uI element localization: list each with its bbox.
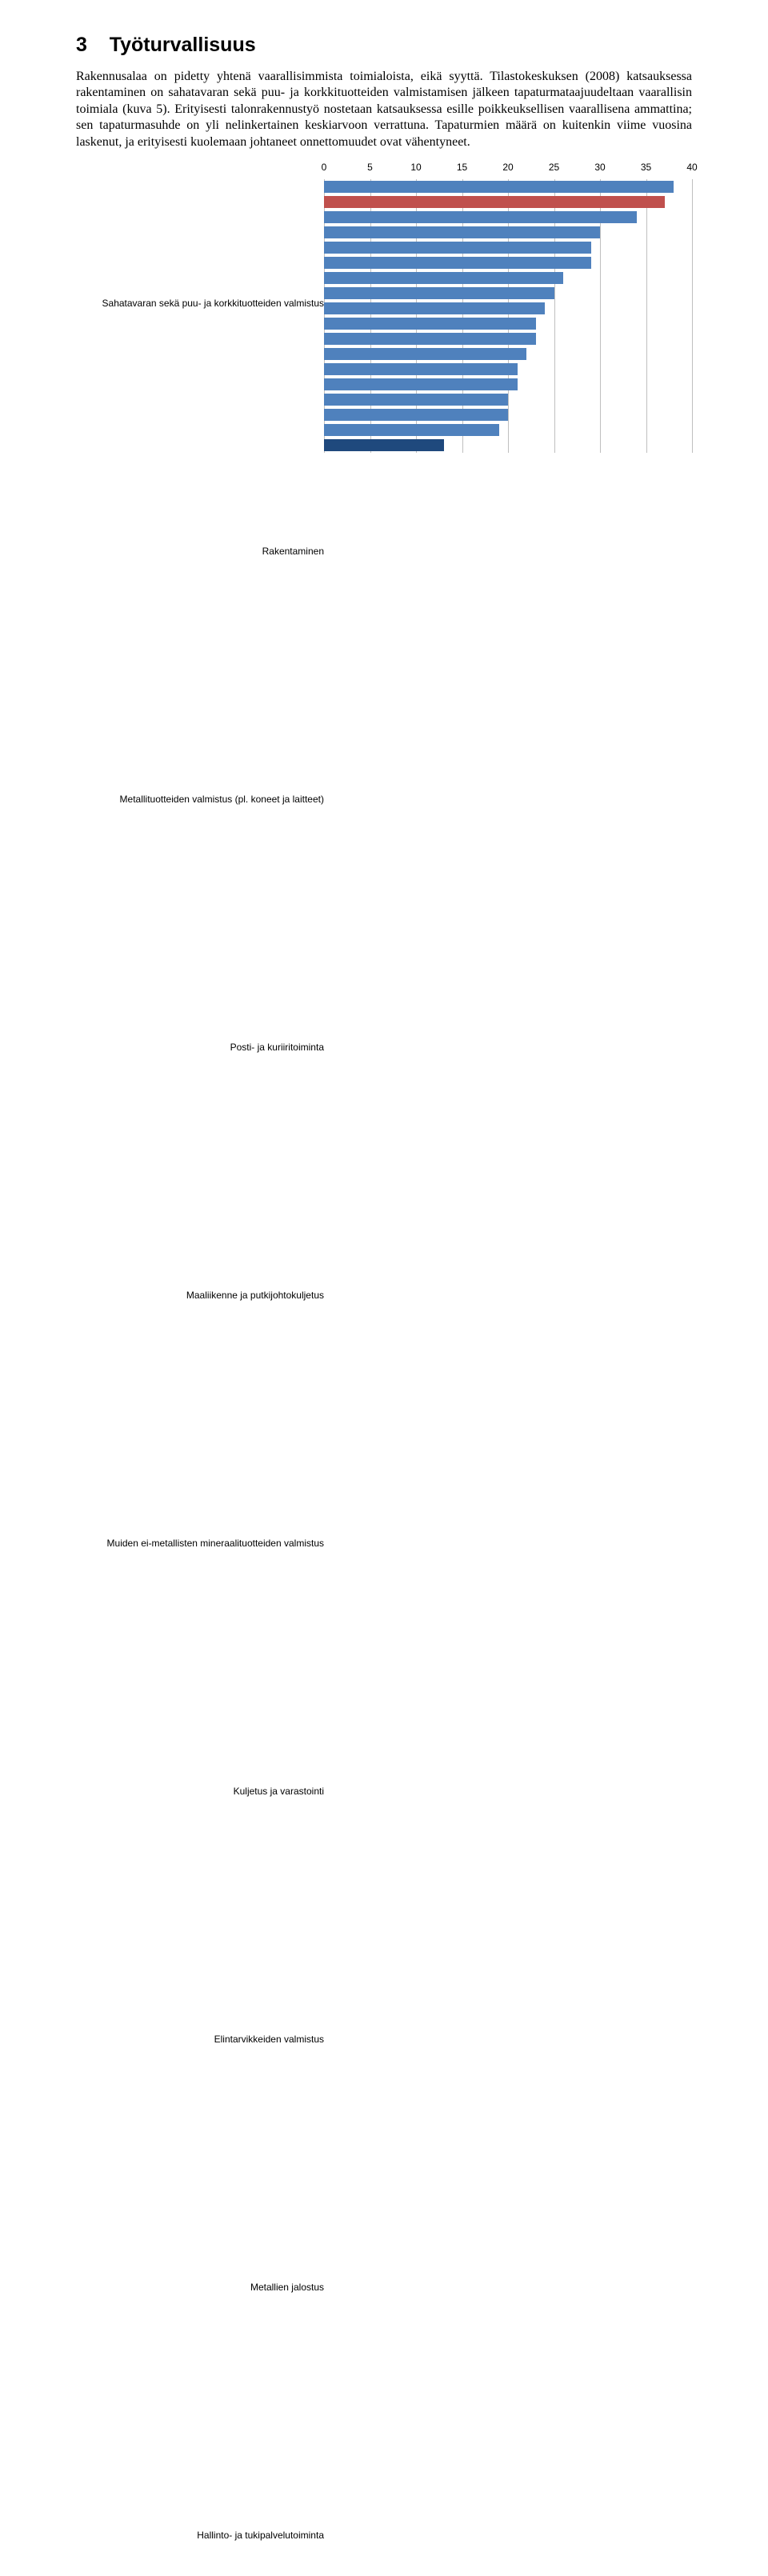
chart-bar bbox=[324, 302, 545, 314]
chart-x-tick-label: 15 bbox=[457, 162, 467, 174]
chart-bar-track bbox=[324, 210, 692, 225]
chart-bar-track bbox=[324, 346, 692, 362]
chart-x-tick-label: 10 bbox=[410, 162, 421, 174]
chart-gridline bbox=[692, 179, 693, 453]
chart-bar-track bbox=[324, 422, 692, 438]
chart-bar-track bbox=[324, 225, 692, 240]
chart-bar bbox=[324, 318, 536, 330]
section-title: Työturvallisuus bbox=[110, 34, 256, 56]
chart-x-tick-label: 20 bbox=[502, 162, 513, 174]
chart-bar-track bbox=[324, 438, 692, 453]
chart-bar bbox=[324, 333, 536, 345]
chart-row-label: Elintarvikkeiden valmistus bbox=[76, 1915, 327, 2163]
chart-bar-track bbox=[324, 286, 692, 301]
chart-y-labels-column: Sahatavaran sekä puu- ja korkkituotteide… bbox=[76, 179, 324, 2576]
chart-bar bbox=[324, 257, 591, 269]
chart-bar bbox=[324, 226, 600, 238]
section-number: 3 bbox=[76, 34, 87, 56]
chart-bar bbox=[324, 424, 499, 436]
chart-row-label: Muiden ei-metallisten mineraalituotteide… bbox=[76, 1419, 327, 1667]
chart-x-tick-label: 30 bbox=[594, 162, 605, 174]
page-container: 3 Työturvallisuus Rakennusalaa on pidett… bbox=[0, 0, 768, 2576]
chart-bar bbox=[324, 242, 591, 254]
chart-bar-track bbox=[324, 194, 692, 210]
chart-bar bbox=[324, 363, 518, 375]
chart-bar-track bbox=[324, 255, 692, 270]
chart-x-tick-label: 25 bbox=[549, 162, 559, 174]
chart-bar-track bbox=[324, 392, 692, 407]
chart-x-axis-ticks: 0510152025303540 bbox=[324, 162, 692, 179]
chart-bar-track bbox=[324, 407, 692, 422]
chart-bar-track bbox=[324, 301, 692, 316]
chart-row-label: Metallituotteiden valmistus (pl. koneet … bbox=[76, 675, 327, 923]
chart-bars-area bbox=[324, 179, 692, 453]
chart-labels-spacer bbox=[76, 162, 324, 179]
chart-row-label: Hallinto- ja tukipalvelutoiminta bbox=[76, 2411, 327, 2576]
chart-bar bbox=[324, 348, 526, 360]
chart-bar bbox=[324, 272, 563, 284]
chart-bar bbox=[324, 439, 444, 451]
chart-bar-track bbox=[324, 316, 692, 331]
injury-rate-bar-chart: 0510152025303540 Sahatavaran sekä puu- j… bbox=[76, 162, 692, 2576]
chart-x-tick-label: 35 bbox=[641, 162, 651, 174]
chart-bar-track bbox=[324, 240, 692, 255]
paragraph-1: Rakennusalaa on pidetty yhtenä vaarallis… bbox=[76, 69, 692, 150]
section-heading: 3 Työturvallisuus bbox=[76, 32, 692, 58]
chart-row-label: Maaliikenne ja putkijohtokuljetus bbox=[76, 1171, 327, 1419]
chart-bar-track bbox=[324, 270, 692, 286]
chart-row-label: Kuljetus ja varastointi bbox=[76, 1667, 327, 1915]
chart-x-tick-label: 5 bbox=[367, 162, 373, 174]
chart-bar-track bbox=[324, 331, 692, 346]
chart-bar bbox=[324, 196, 665, 208]
chart-row-label: Rakentaminen bbox=[76, 427, 327, 675]
chart-x-tick-label: 40 bbox=[686, 162, 697, 174]
chart-bar bbox=[324, 287, 554, 299]
chart-bar bbox=[324, 409, 508, 421]
chart-row-label: Posti- ja kuriiritoiminta bbox=[76, 923, 327, 1171]
chart-bar-track bbox=[324, 377, 692, 392]
chart-bar-track bbox=[324, 362, 692, 377]
chart-bar-track bbox=[324, 179, 692, 194]
chart-x-tick-label: 0 bbox=[322, 162, 327, 174]
chart-bar bbox=[324, 378, 518, 390]
chart-bar bbox=[324, 394, 508, 406]
chart-bar bbox=[324, 211, 637, 223]
chart-row-label: Sahatavaran sekä puu- ja korkkituotteide… bbox=[76, 179, 327, 427]
chart-bar bbox=[324, 181, 674, 193]
chart-row-label: Metallien jalostus bbox=[76, 2163, 327, 2411]
